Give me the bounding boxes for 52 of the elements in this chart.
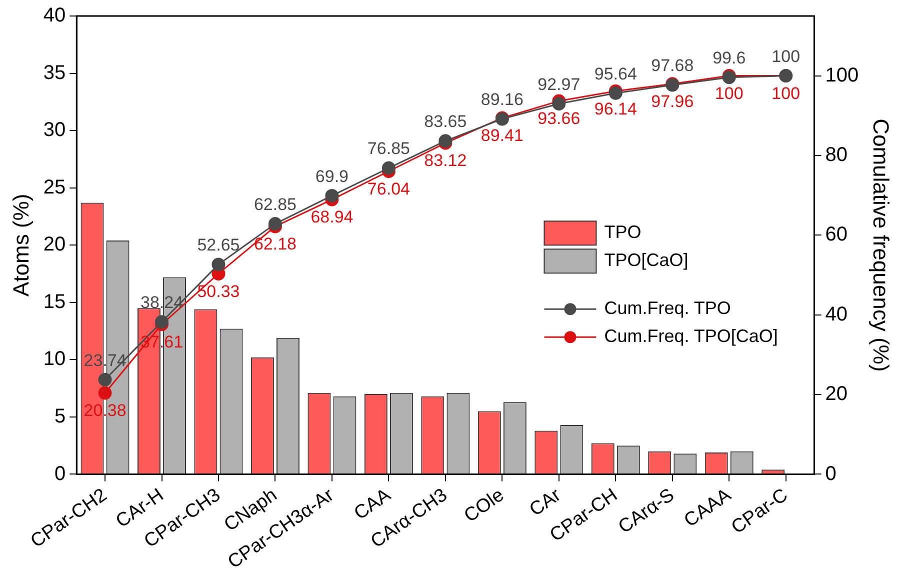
data-label: 62.85 [254, 194, 296, 214]
x-tick-label: COle [460, 484, 508, 527]
data-label: 52.65 [197, 236, 240, 255]
data-label: 96.14 [594, 99, 637, 118]
data-label: 83.65 [424, 112, 467, 132]
y-tick-label: 10 [43, 348, 66, 370]
legend-label: TPO[CaO] [604, 250, 688, 270]
y2-tick-label: 80 [825, 144, 848, 166]
legend-label: TPO [604, 222, 642, 242]
point [325, 188, 339, 202]
data-label: 92.97 [538, 74, 580, 94]
y-tick-label: 25 [43, 176, 66, 198]
data-label: 100 [772, 46, 800, 66]
y2-tick-label: 20 [825, 383, 848, 406]
data-label: 50.33 [197, 282, 240, 301]
legend-label: Cum.Freq. TPO [604, 298, 731, 318]
y2-tick-label: 0 [825, 462, 836, 485]
point [268, 217, 282, 231]
data-label: 68.94 [310, 208, 354, 227]
y2-axis-title: Comulative frequency (%) [868, 118, 894, 372]
point [382, 161, 396, 175]
y-tick-label: 40 [43, 4, 66, 27]
y2-tick-label: 40 [825, 303, 848, 326]
point [552, 97, 566, 111]
data-label: 97.96 [651, 92, 694, 112]
y-tick-label: 35 [43, 62, 66, 84]
legend-label: Cum.Freq. TPO[CaO] [604, 326, 778, 346]
data-label: 69.9 [315, 166, 349, 186]
data-label: 62.18 [254, 234, 296, 254]
y-tick-label: 5 [54, 405, 66, 428]
y-tick-label: 30 [43, 119, 66, 142]
data-label: 95.64 [594, 64, 637, 84]
y-tick-label: 15 [43, 290, 66, 313]
point [98, 386, 112, 400]
data-label: 89.41 [480, 126, 524, 146]
data-label: 83.12 [424, 151, 467, 170]
data-label: 99.6 [712, 48, 746, 68]
y2-tick-label: 60 [825, 224, 848, 246]
point [155, 315, 168, 329]
data-label: 76.04 [367, 179, 410, 198]
data-label: 89.16 [480, 90, 524, 110]
data-label: 93.66 [538, 109, 580, 128]
point [212, 258, 226, 272]
data-label: 100 [772, 84, 800, 103]
y-tick-label: 0 [54, 462, 66, 485]
y2-tick-label: 100 [825, 64, 859, 86]
data-label: 76.85 [367, 139, 410, 158]
y-axis-title: Atoms (%) [8, 194, 34, 296]
y-tick-label: 20 [43, 234, 66, 256]
data-label: 100 [714, 84, 744, 103]
data-label: 97.68 [651, 56, 694, 76]
point [98, 372, 112, 386]
